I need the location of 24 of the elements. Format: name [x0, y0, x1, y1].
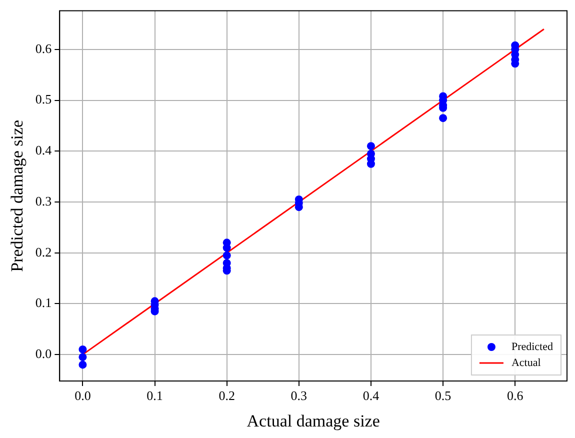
point — [78, 353, 87, 362]
y-tick-label: 0.4 — [35, 142, 52, 158]
point — [366, 142, 375, 150]
legend-label: Actual — [511, 356, 541, 369]
x-tick-label: 0.3 — [290, 388, 308, 404]
y-axis-title: Predicted damage size — [8, 120, 27, 272]
y-tick-label: 0.2 — [35, 244, 52, 260]
x-tick-label: 0.5 — [434, 388, 452, 404]
x-tick-label: 0.0 — [74, 388, 91, 404]
y-tick-label: 0.6 — [35, 40, 52, 56]
y-tick-label: 0.1 — [35, 295, 52, 310]
y-tick-label: 0.3 — [35, 193, 52, 208]
x-tick-label: 0.1 — [146, 388, 163, 404]
point — [222, 251, 231, 260]
x-tick-label: 0.6 — [506, 388, 524, 404]
point — [439, 114, 448, 122]
y-tick-label: 0.0 — [35, 346, 52, 361]
x-tick-label: 0.2 — [218, 388, 235, 404]
point — [78, 360, 87, 369]
point — [78, 345, 87, 354]
x-tick-label: 0.4 — [362, 388, 380, 404]
legend-label: Predicted — [511, 340, 554, 353]
y-tick-label: 0.5 — [35, 92, 52, 107]
x-axis-title: Actual damage size — [246, 411, 380, 430]
